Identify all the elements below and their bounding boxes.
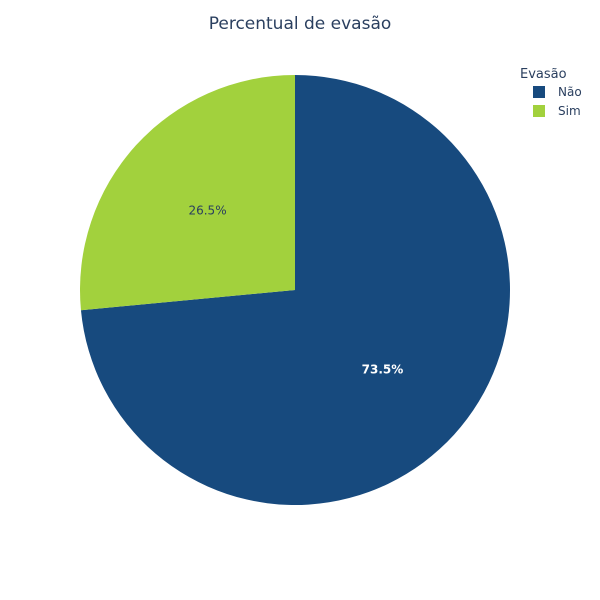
pie-slices — [80, 75, 511, 505]
pie-slice-1[interactable] — [80, 75, 295, 311]
chart-title: Percentual de evasão — [209, 14, 392, 34]
legend-item-0[interactable]: Não — [533, 85, 582, 99]
legend[interactable]: Evasão Não Sim — [520, 67, 582, 118]
legend-label-1: Sim — [558, 104, 581, 118]
legend-swatch-0 — [533, 86, 545, 98]
pie-slice-0[interactable] — [80, 75, 511, 505]
legend-label-0: Não — [558, 85, 582, 99]
pie-slice-labels: 73.5% 26.5% — [188, 203, 403, 376]
legend-swatch-1 — [533, 105, 545, 117]
slice-label-1: 26.5% — [188, 203, 226, 217]
legend-title: Evasão — [520, 67, 567, 82]
legend-item-1[interactable]: Sim — [533, 104, 581, 118]
slice-label-0: 73.5% — [362, 363, 404, 377]
